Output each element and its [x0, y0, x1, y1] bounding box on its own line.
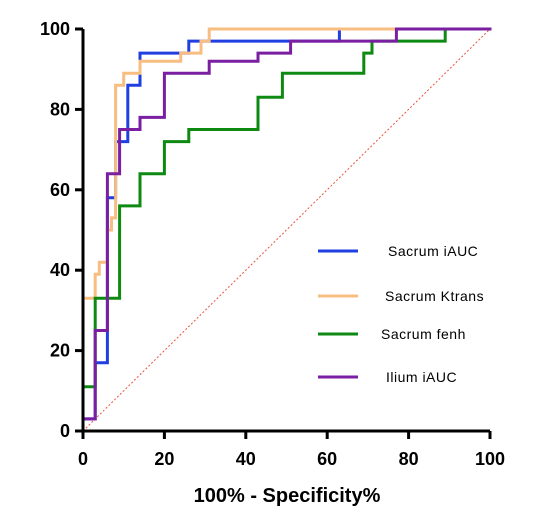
- y-tick-label: 40: [50, 260, 70, 280]
- legend-label: Sacrum Ktrans: [385, 288, 484, 304]
- y-tick-label: 0: [60, 421, 70, 441]
- legend-label: Sacrum iAUC: [388, 243, 478, 259]
- axes-layer: [81, 29, 490, 433]
- reference-line-layer: [82, 28, 491, 432]
- legend-label: Sacrum fenh: [381, 326, 466, 342]
- x-tick-label: 100: [475, 449, 505, 469]
- y-tick-label: 80: [50, 99, 70, 119]
- x-tick-label: 0: [78, 449, 88, 469]
- x-tick-label: 80: [399, 449, 419, 469]
- y-tick-label: 60: [50, 180, 70, 200]
- legend: Sacrum iAUC Sacrum Ktrans Sacrum fenh Ilium…: [318, 243, 484, 385]
- ticks-layer: 0 20 40 60 80 100 0 20 40 60 80 100: [40, 19, 505, 469]
- x-tick-label: 40: [236, 449, 256, 469]
- legend-label: Ilium iAUC: [386, 369, 457, 385]
- y-tick-label: 20: [50, 341, 70, 361]
- series-line-sacrum-ktrans: [81, 27, 492, 433]
- series-layer: [81, 27, 492, 433]
- reference-diagonal-line: [82, 28, 491, 432]
- y-tick-label: 100: [40, 19, 70, 39]
- x-tick-label: 20: [154, 449, 174, 469]
- series-line-sacrum-fenh: [81, 27, 492, 433]
- x-tick-label: 60: [317, 449, 337, 469]
- series-line-ilium-iauc: [81, 27, 492, 433]
- x-axis-title: 100% - Specificity%: [194, 485, 381, 507]
